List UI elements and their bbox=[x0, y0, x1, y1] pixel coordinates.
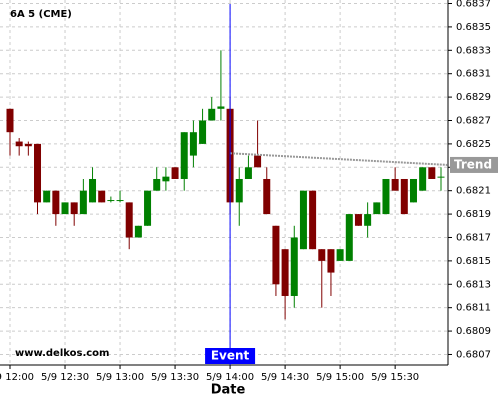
candle-body bbox=[272, 225, 280, 285]
x-tick-label: 5/9 14:00 bbox=[206, 372, 254, 383]
y-tick-label: 0.6827 bbox=[456, 115, 491, 126]
candle-body bbox=[153, 178, 161, 191]
y-tick-label: 0.6813 bbox=[456, 279, 491, 290]
candle-body bbox=[428, 167, 436, 179]
x-axis-title: Date bbox=[211, 383, 246, 398]
chart-title: 6A 5 (CME) bbox=[10, 9, 72, 20]
x-tick-label: 5/9 13:30 bbox=[151, 372, 199, 383]
candle-body bbox=[199, 120, 207, 144]
trend-label: Trend bbox=[454, 157, 492, 171]
candle-body bbox=[309, 190, 317, 250]
candle-body bbox=[263, 178, 271, 215]
candle-body bbox=[89, 178, 97, 203]
candle-body bbox=[281, 249, 289, 296]
candle-body bbox=[419, 167, 427, 191]
candle-body bbox=[61, 202, 69, 215]
x-tick-label: 5/9 13:00 bbox=[96, 372, 144, 383]
candle-body bbox=[180, 132, 188, 179]
candle-body bbox=[437, 176, 445, 178]
watermark: www.delkos.com bbox=[15, 348, 109, 359]
candle-body bbox=[52, 190, 60, 215]
event-label: Event bbox=[211, 349, 250, 363]
candle-body bbox=[208, 108, 216, 121]
candle-body bbox=[327, 249, 335, 273]
x-tick-label: 5/9 14:30 bbox=[261, 372, 309, 383]
candle-body bbox=[409, 178, 417, 203]
candle-body bbox=[6, 108, 14, 133]
candle-body bbox=[354, 214, 362, 226]
candle-body bbox=[134, 225, 142, 238]
candle-body bbox=[217, 106, 225, 109]
candle-body bbox=[254, 155, 262, 168]
candle-body bbox=[400, 178, 408, 215]
candle-body bbox=[70, 202, 78, 215]
candle-body bbox=[345, 214, 353, 261]
y-tick-label: 0.6817 bbox=[456, 232, 491, 243]
candle-body bbox=[107, 200, 115, 202]
y-tick-label: 0.6831 bbox=[456, 69, 491, 80]
y-tick-label: 0.6819 bbox=[456, 209, 491, 220]
trend-line bbox=[230, 152, 449, 166]
candle-body bbox=[98, 190, 106, 203]
candle-body bbox=[318, 249, 326, 261]
candle-body bbox=[364, 214, 372, 226]
y-tick-label: 0.6821 bbox=[456, 186, 491, 197]
y-tick-label: 0.6811 bbox=[456, 303, 491, 314]
candle-body bbox=[336, 249, 344, 261]
candle-body bbox=[116, 200, 124, 202]
x-tick-label: 5/9 15:30 bbox=[371, 372, 419, 383]
x-tick-label: 5/9 15:00 bbox=[316, 372, 364, 383]
candle-body bbox=[290, 237, 298, 296]
candle-body bbox=[391, 178, 399, 191]
y-tick-label: 0.6815 bbox=[456, 256, 491, 267]
y-tick-label: 0.6829 bbox=[456, 92, 491, 103]
candle-body bbox=[125, 202, 133, 238]
candle-body bbox=[235, 178, 243, 203]
y-tick-label: 0.6807 bbox=[456, 349, 491, 360]
y-tick-label: 0.6835 bbox=[456, 22, 491, 33]
candle-body bbox=[299, 190, 307, 250]
candle-body bbox=[79, 190, 87, 215]
event-label-box bbox=[205, 348, 256, 364]
candle-body bbox=[144, 190, 152, 226]
candle-body bbox=[15, 141, 23, 147]
x-tick-label: 5/9 12:00 bbox=[0, 372, 34, 383]
candle-body bbox=[171, 167, 179, 179]
candle-body bbox=[24, 143, 32, 147]
x-tick-label: 5/9 12:30 bbox=[41, 372, 89, 383]
candle-body bbox=[189, 132, 197, 156]
candle-body bbox=[382, 178, 390, 215]
trend-label-box bbox=[450, 156, 498, 173]
y-tick-label: 0.6809 bbox=[456, 326, 491, 337]
candle-body bbox=[373, 202, 381, 215]
candle-body bbox=[34, 143, 42, 203]
y-tick-label: 0.6837 bbox=[456, 0, 491, 10]
candle-body bbox=[244, 167, 252, 179]
candle-body bbox=[43, 190, 51, 203]
candle-body bbox=[162, 176, 170, 182]
y-tick-label: 0.6825 bbox=[456, 139, 491, 150]
y-tick-label: 0.6833 bbox=[456, 45, 491, 56]
